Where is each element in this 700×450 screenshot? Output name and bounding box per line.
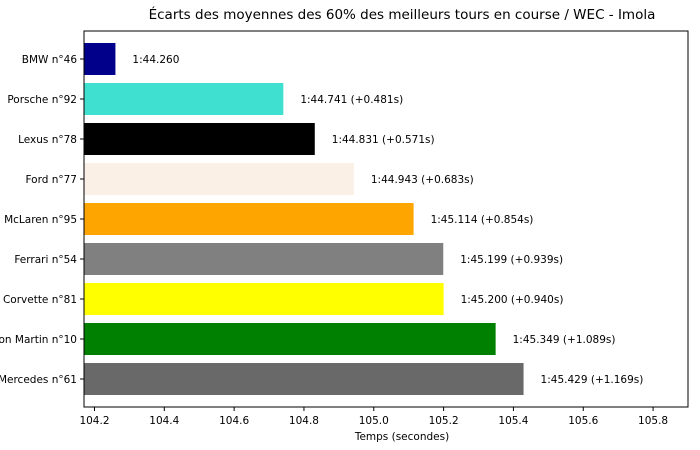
data-label-2: 1:44.831 (+0.571s) <box>332 134 435 146</box>
x-tick-label-7: 105.6 <box>568 415 598 427</box>
y-tick-label-0: BMW n°46 <box>22 54 78 66</box>
y-tick-label-2: Lexus n°78 <box>18 134 77 146</box>
x-tick-label-4: 105.0 <box>359 415 389 427</box>
bar-6 <box>84 283 444 315</box>
data-label-0: 1:44.260 <box>132 54 179 66</box>
bar-4 <box>84 203 414 235</box>
y-tick-label-7: Aston Martin n°10 <box>0 334 77 346</box>
y-tick-label-4: McLaren n°95 <box>4 214 77 226</box>
x-tick-label-5: 105.2 <box>429 415 459 427</box>
y-tick-label-8: Mercedes n°61 <box>0 374 77 386</box>
x-axis-title: Temps (secondes) <box>354 431 449 443</box>
x-tick-label-1: 104.4 <box>149 415 179 427</box>
x-tick-label-8: 105.8 <box>638 415 668 427</box>
bar-5 <box>84 243 444 275</box>
bar-2 <box>84 123 315 155</box>
data-label-7: 1:45.349 (+1.089s) <box>513 334 616 346</box>
chart-title: Écarts des moyennes des 60% des meilleur… <box>149 6 656 23</box>
axes-layer: BMW n°46 Porsche n°92 Lexus n°78 Ford n°77 M… <box>0 30 689 427</box>
labels-layer: 1:44.260 1:44.741 (+0.481s) 1:44.831 (+0.5… <box>132 54 643 386</box>
plot-frame <box>83 30 689 408</box>
data-label-3: 1:44.943 (+0.683s) <box>371 174 474 186</box>
x-tick-label-6: 105.4 <box>498 415 528 427</box>
bar-7 <box>84 323 496 355</box>
bar-8 <box>84 363 524 395</box>
y-tick-label-1: Porsche n°92 <box>7 94 77 106</box>
x-tick-label-2: 104.6 <box>219 415 249 427</box>
bar-3 <box>84 163 354 195</box>
y-tick-label-5: Ferrari n°54 <box>14 254 77 266</box>
bars-layer <box>84 43 524 395</box>
data-label-4: 1:45.114 (+0.854s) <box>431 214 534 226</box>
x-tick-label-3: 104.8 <box>289 415 319 427</box>
data-label-6: 1:45.200 (+0.940s) <box>461 294 564 306</box>
y-tick-label-3: Ford n°77 <box>26 174 78 186</box>
bar-1 <box>84 83 284 115</box>
data-label-1: 1:44.741 (+0.481s) <box>300 94 403 106</box>
data-label-8: 1:45.429 (+1.169s) <box>541 374 644 386</box>
y-tick-label-6: Corvette n°81 <box>3 294 77 306</box>
data-label-5: 1:45.199 (+0.939s) <box>460 254 563 266</box>
bar-0 <box>84 43 116 75</box>
x-tick-label-0: 104.2 <box>79 415 109 427</box>
